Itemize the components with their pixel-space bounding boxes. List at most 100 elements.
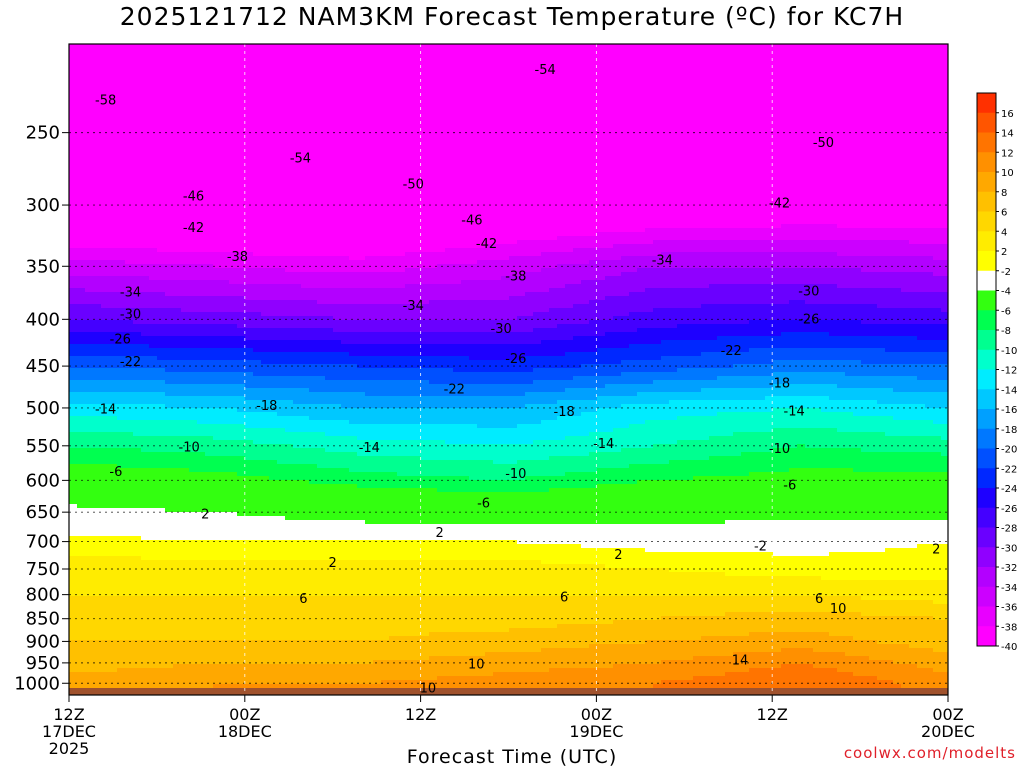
field-cell xyxy=(437,128,446,133)
field-cell xyxy=(869,156,878,161)
field-cell xyxy=(701,100,710,105)
field-cell xyxy=(117,180,126,185)
field-cell xyxy=(573,204,582,209)
field-cell xyxy=(909,140,918,145)
field-cell xyxy=(349,200,358,205)
field-cell xyxy=(509,128,518,133)
field-cell xyxy=(909,172,918,177)
field-cell xyxy=(437,200,446,205)
field-cell xyxy=(597,128,606,133)
field-cell xyxy=(221,88,230,93)
field-cell xyxy=(69,224,78,229)
field-cell xyxy=(189,148,198,153)
field-cell xyxy=(797,92,806,97)
field-cell xyxy=(277,116,286,121)
field-cell xyxy=(125,224,134,229)
field-cell xyxy=(757,144,766,149)
field-cell xyxy=(917,80,926,85)
field-cell xyxy=(741,136,750,141)
field-cell xyxy=(197,128,206,133)
field-cell xyxy=(677,160,686,165)
field-cell xyxy=(541,124,550,129)
field-cell xyxy=(437,180,446,185)
field-cell xyxy=(117,56,126,61)
field-cell xyxy=(349,128,358,133)
field-cell xyxy=(309,224,318,229)
field-cell xyxy=(837,48,846,53)
field-cell xyxy=(269,152,278,157)
field-cell xyxy=(789,188,798,193)
field-cell xyxy=(789,208,798,213)
field-cell xyxy=(277,44,286,49)
field-cell xyxy=(533,148,542,153)
field-cell xyxy=(285,212,294,217)
field-cell xyxy=(285,128,294,133)
field-cell xyxy=(613,184,622,189)
field-cell xyxy=(837,176,846,181)
field-cell xyxy=(397,76,406,81)
field-cell xyxy=(885,200,894,205)
field-cell xyxy=(477,68,486,73)
field-cell xyxy=(309,164,318,169)
field-cell xyxy=(389,140,398,145)
field-cell xyxy=(309,116,318,121)
field-cell xyxy=(421,68,430,73)
field-cell xyxy=(429,192,438,197)
field-cell xyxy=(293,224,302,229)
field-cell xyxy=(373,96,382,101)
field-cell xyxy=(349,108,358,113)
field-cell xyxy=(293,68,302,73)
field-cell xyxy=(165,108,174,113)
field-cell xyxy=(797,80,806,85)
field-cell xyxy=(101,200,110,205)
field-cell xyxy=(853,192,862,197)
field-cell xyxy=(501,88,510,93)
field-cell xyxy=(261,136,270,141)
field-cell xyxy=(101,88,110,93)
field-cell xyxy=(333,184,342,189)
field-cell xyxy=(429,76,438,81)
field-cell xyxy=(197,160,206,165)
field-cell xyxy=(533,136,542,141)
field-cell xyxy=(669,116,678,121)
field-cell xyxy=(437,112,446,117)
field-cell xyxy=(685,120,694,125)
field-cell xyxy=(333,152,342,157)
field-cell xyxy=(661,164,670,169)
field-cell xyxy=(405,56,414,61)
field-cell xyxy=(789,216,798,221)
field-cell xyxy=(821,140,830,145)
field-cell xyxy=(685,48,694,53)
field-cell xyxy=(253,216,262,221)
field-cell xyxy=(885,204,894,209)
field-cell xyxy=(133,192,142,197)
field-cell xyxy=(869,56,878,61)
field-cell xyxy=(77,96,86,101)
field-cell xyxy=(157,140,166,145)
field-cell xyxy=(189,120,198,125)
field-cell xyxy=(885,172,894,177)
field-cell xyxy=(117,48,126,53)
field-cell xyxy=(333,96,342,101)
field-cell xyxy=(765,84,774,89)
field-cell xyxy=(165,48,174,53)
field-cell xyxy=(621,176,630,181)
field-cell xyxy=(365,224,374,229)
field-cell xyxy=(133,188,142,193)
field-cell xyxy=(437,116,446,121)
field-cell xyxy=(357,216,366,221)
field-cell xyxy=(901,164,910,169)
field-cell xyxy=(213,220,222,225)
field-cell xyxy=(917,52,926,57)
field-cell xyxy=(533,220,542,225)
field-cell xyxy=(669,112,678,117)
field-cell xyxy=(349,220,358,225)
field-cell xyxy=(853,204,862,209)
field-cell xyxy=(805,176,814,181)
field-cell xyxy=(709,92,718,97)
field-cell xyxy=(317,56,326,61)
field-cell xyxy=(525,216,534,221)
field-cell xyxy=(869,144,878,149)
field-cell xyxy=(205,60,214,65)
field-cell xyxy=(413,148,422,153)
